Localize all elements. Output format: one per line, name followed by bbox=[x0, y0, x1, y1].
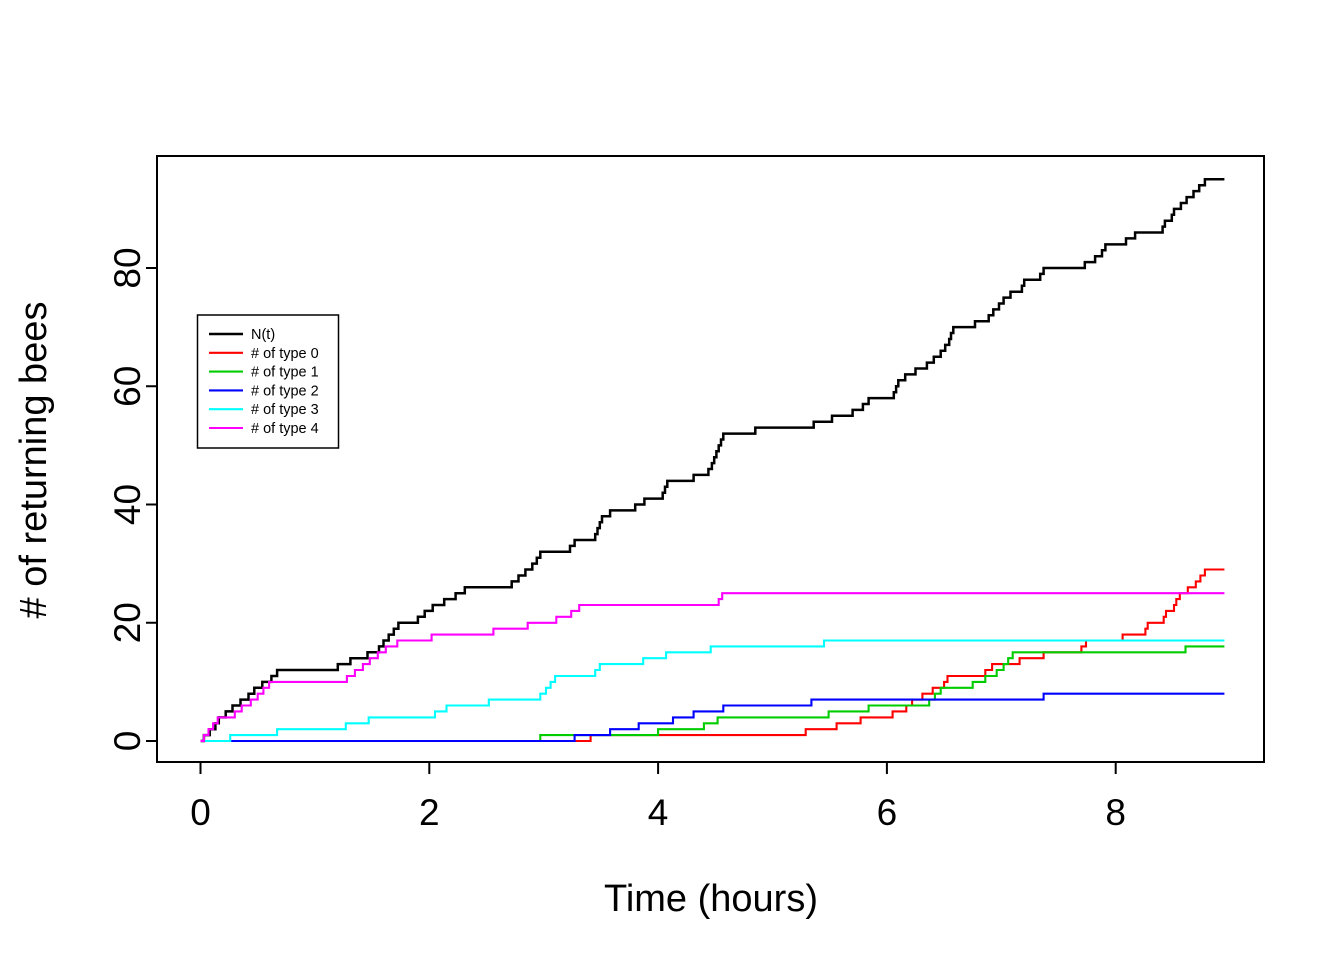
legend-entry-label: N(t) bbox=[251, 327, 275, 343]
y-tick-label: 20 bbox=[107, 602, 148, 643]
curves-group bbox=[200, 178, 1225, 743]
x-tick-label: 0 bbox=[190, 792, 211, 833]
curve-type-2 bbox=[200, 692, 1225, 743]
y-axis-title: # of returning bees bbox=[13, 302, 55, 619]
x-tick-label: 6 bbox=[877, 792, 898, 833]
curve-type-3 bbox=[200, 639, 1225, 743]
y-axis: 0 20 40 60 80 bbox=[107, 247, 157, 751]
legend: N(t) # of type 0 # of type 1 # of type 2 # o… bbox=[196, 314, 340, 449]
x-axis-title: Time (hours) bbox=[604, 878, 818, 920]
y-tick-label: 0 bbox=[107, 731, 148, 752]
x-axis: 0 2 4 6 8 bbox=[190, 762, 1126, 833]
legend-items: N(t) # of type 0 # of type 1 # of type 2 # o… bbox=[209, 327, 319, 437]
y-tick-label: 60 bbox=[107, 366, 148, 407]
x-tick-label: 8 bbox=[1105, 792, 1126, 833]
y-tick-label: 40 bbox=[107, 484, 148, 525]
y-tick-label: 80 bbox=[107, 247, 148, 288]
curve-type-1 bbox=[200, 645, 1225, 743]
curve-type-4 bbox=[200, 592, 1225, 743]
plot-border bbox=[156, 155, 1265, 763]
legend-entry-label: # of type 4 bbox=[251, 421, 319, 437]
legend-box bbox=[196, 314, 340, 449]
legend-entry-label: # of type 0 bbox=[251, 346, 319, 362]
legend-entry-label: # of type 1 bbox=[251, 365, 319, 381]
x-tick-label: 4 bbox=[648, 792, 669, 833]
legend-entry-label: # of type 2 bbox=[251, 383, 319, 399]
legend-entry-label: # of type 3 bbox=[251, 402, 319, 418]
curve-type-0 bbox=[200, 568, 1225, 743]
curve-N(t) bbox=[200, 178, 1225, 743]
x-tick-label: 2 bbox=[419, 792, 440, 833]
